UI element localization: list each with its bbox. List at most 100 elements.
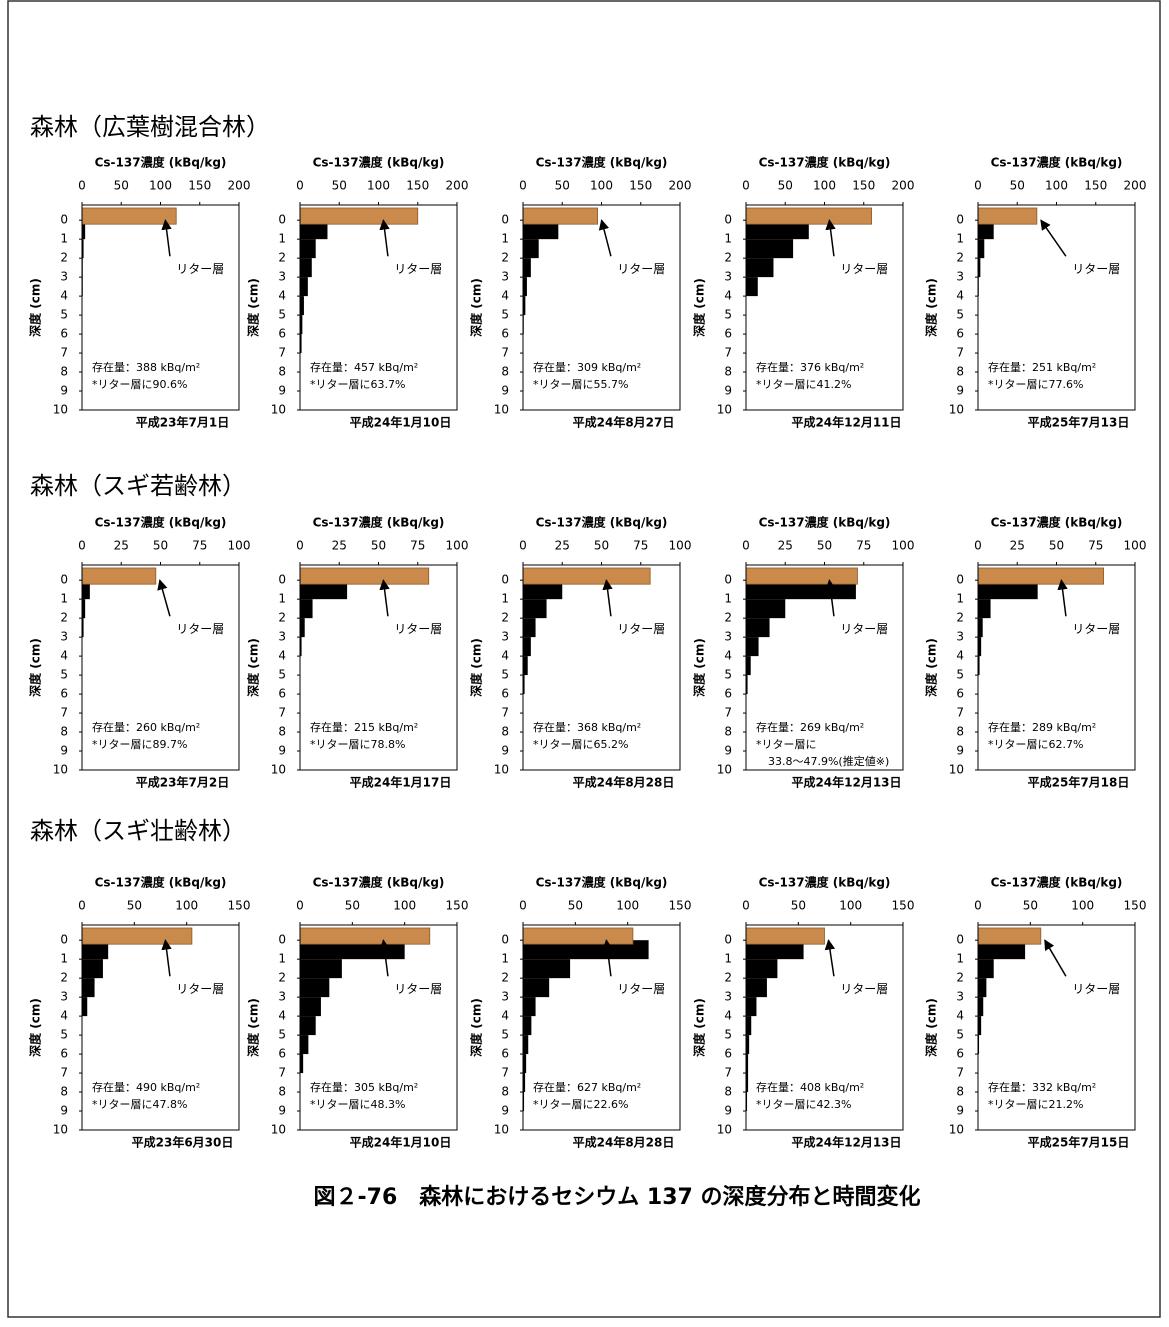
page-border <box>7 0 1161 1318</box>
litter-bar <box>299 567 430 585</box>
note: *リター層に47.8% <box>92 1098 187 1111</box>
y-tick-label: 8 <box>60 725 68 739</box>
soil-bar <box>978 940 1026 960</box>
y-axis-label: 深度 (cm) <box>469 638 484 697</box>
x-tick-label: 50 <box>371 539 386 553</box>
soil-bar <box>82 618 84 638</box>
y-tick-label: 8 <box>956 365 964 379</box>
y-tick-label: 9 <box>60 744 68 758</box>
y-tick-label: 2 <box>724 611 732 625</box>
soil-bar <box>300 239 316 259</box>
soil-bar <box>300 997 321 1017</box>
x-axis-label: Cs-137濃度 (kBq/kg) <box>759 875 891 890</box>
y-tick-label: 6 <box>501 327 509 341</box>
x-tick-label: 50 <box>568 899 583 913</box>
y-axis-label: 深度 (cm) <box>692 278 707 337</box>
y-tick-label: 7 <box>501 706 509 720</box>
soil-bar <box>746 656 751 676</box>
x-tick-label: 150 <box>629 179 652 193</box>
x-tick-label: 150 <box>1084 179 1107 193</box>
litter-label: リター層 <box>394 622 442 636</box>
y-tick-label: 7 <box>724 1066 732 1080</box>
litter-label: リター層 <box>176 262 224 276</box>
note: *リター層に42.3% <box>756 1098 851 1111</box>
litter-label: リター層 <box>1072 262 1120 276</box>
x-tick-label: 100 <box>228 539 251 553</box>
soil-bar <box>523 637 531 657</box>
soil-bar <box>523 258 531 278</box>
x-tick-label: 100 <box>616 899 639 913</box>
y-tick-label: 7 <box>501 1066 509 1080</box>
soil-bar <box>300 1035 309 1055</box>
litter-label: リター層 <box>1072 982 1120 996</box>
frame <box>745 564 904 771</box>
caption: 図２-76 森林におけるセシウム 137 の深度分布と時間変化 <box>314 1184 921 1210</box>
y-tick-label: 5 <box>724 1028 732 1042</box>
date: 平成23年6月30日 <box>132 1135 234 1150</box>
y-tick-label: 3 <box>956 630 964 644</box>
soil-bar <box>746 675 748 695</box>
y-tick-label: 9 <box>278 744 286 758</box>
frame <box>745 924 904 1131</box>
x-tick-label: 200 <box>892 179 915 193</box>
y-tick-label: 10 <box>53 1123 68 1137</box>
y-tick-label: 3 <box>278 990 286 1004</box>
soil-bar <box>82 978 95 998</box>
note: *リター層に62.7% <box>988 738 1083 751</box>
note: *リター層に41.2% <box>756 378 851 391</box>
litter-label: リター層 <box>617 262 665 276</box>
y-tick-label: 4 <box>956 289 964 303</box>
date: 平成24年8月28日 <box>573 1135 675 1150</box>
x-axis-label: Cs-137濃度 (kBq/kg) <box>759 155 891 170</box>
y-tick-label: 1 <box>501 592 509 606</box>
soil-bar <box>978 220 994 240</box>
litter-bar <box>522 927 634 945</box>
y-tick-label: 10 <box>271 403 286 417</box>
y-tick-label: 8 <box>278 1085 286 1099</box>
y-tick-label: 1 <box>724 592 732 606</box>
soil-bar <box>746 1092 748 1112</box>
x-tick-label: 50 <box>127 899 142 913</box>
y-tick-label: 9 <box>956 1104 964 1118</box>
soil-bar <box>523 277 527 297</box>
litter-bar <box>977 567 1104 585</box>
y-tick-label: 5 <box>501 668 509 682</box>
y-tick-label: 4 <box>724 289 732 303</box>
soil-bar <box>523 618 536 638</box>
litter-arrow <box>602 579 613 617</box>
note: 存在量：332 kBq/m² <box>988 1080 1096 1094</box>
y-tick-label: 10 <box>271 1123 286 1137</box>
soil-bar <box>978 1016 982 1036</box>
y-tick-label: 1 <box>956 232 964 246</box>
y-tick-label: 8 <box>60 1085 68 1099</box>
x-axis-label: Cs-137濃度 (kBq/kg) <box>991 155 1123 170</box>
soil-bar <box>82 959 103 979</box>
litter-arrow <box>825 219 836 257</box>
note: 存在量：368 kBq/m² <box>533 720 641 734</box>
frame <box>977 204 1136 411</box>
x-tick-label: 0 <box>519 539 527 553</box>
note: *リター層に65.2% <box>533 738 628 751</box>
x-tick-label: 50 <box>778 179 793 193</box>
x-tick-label: 100 <box>446 539 469 553</box>
soil-bar <box>523 1073 526 1093</box>
y-tick-label: 6 <box>956 1047 964 1061</box>
y-tick-label: 4 <box>60 649 68 663</box>
x-tick-label: 0 <box>519 179 527 193</box>
y-tick-label: 4 <box>278 1009 286 1023</box>
y-tick-label: 5 <box>278 308 286 322</box>
note: 存在量：215 kBq/m² <box>310 720 418 734</box>
litter-label: リター層 <box>617 982 665 996</box>
note: *リター層に55.7% <box>533 378 628 391</box>
x-axis-label: Cs-137濃度 (kBq/kg) <box>991 875 1123 890</box>
soil-bar <box>300 940 405 960</box>
x-tick-label: 150 <box>852 179 875 193</box>
y-tick-label: 4 <box>501 289 509 303</box>
y-tick-label: 10 <box>53 763 68 777</box>
litter-label: リター層 <box>840 982 888 996</box>
note: 存在量：408 kBq/m² <box>756 1080 864 1094</box>
y-tick-label: 9 <box>956 744 964 758</box>
x-tick-label: 100 <box>1124 539 1147 553</box>
soil-bar <box>746 618 770 638</box>
date: 平成25年7月13日 <box>1028 415 1130 430</box>
